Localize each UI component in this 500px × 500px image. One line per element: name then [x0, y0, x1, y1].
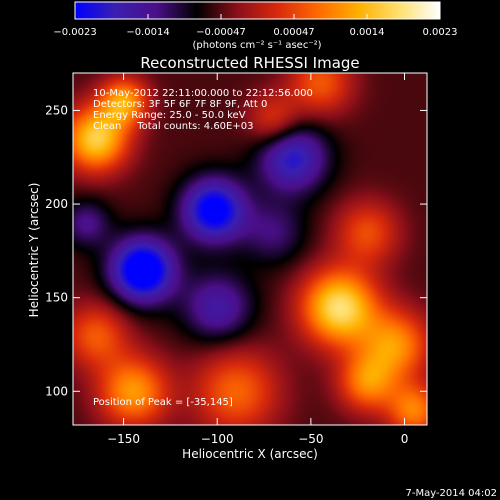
colorbar-ticks: −0.0023 −0.0014 −0.00047 0.00047 0.0014 0.002…	[53, 14, 458, 38]
x-axis-ticks: −150 −100 −50 0	[107, 73, 408, 446]
colorbar-tick-label: −0.0023	[53, 27, 96, 38]
footer-date: 7-May-2014 04:02	[405, 488, 497, 499]
y-tick-label: 250	[45, 103, 68, 117]
x-tick-label: −150	[107, 432, 140, 446]
annotation-time-range: 10-May-2012 22:11:00.000 to 22:12:56.000	[93, 88, 313, 99]
colorbar-units: (photons cm⁻² s⁻¹ asec⁻²)	[192, 40, 321, 51]
colorbar-tick-label: 0.0014	[350, 27, 385, 38]
y-axis-label: Heliocentric Y (arcsec)	[27, 183, 41, 318]
x-axis-label: Heliocentric X (arcsec)	[182, 447, 318, 461]
colorbar-tick-label: 0.00047	[273, 27, 314, 38]
colorbar-tick-label: −0.00047	[196, 27, 246, 38]
colorbar	[74, 1, 441, 20]
heatmap-image	[73, 73, 427, 425]
annotation-detectors: Detectors: 3F 5F 6F 7F 8F 9F, Att 0	[93, 99, 268, 110]
colorbar-tick-label: 0.0023	[423, 27, 458, 38]
x-tick-label: 0	[401, 432, 409, 446]
x-tick-label: −50	[298, 432, 323, 446]
x-tick-label: −100	[201, 432, 234, 446]
annotation-peak-position: Position of Peak = [-35,145]	[93, 397, 233, 408]
y-tick-label: 100	[45, 384, 68, 398]
chart-title: Reconstructed RHESSI Image	[140, 54, 359, 72]
y-axis-ticks: 100 150 200 250	[45, 103, 427, 398]
plot-frame	[72, 72, 428, 426]
annotation-energy-range: Energy Range: 25.0 - 50.0 keV	[93, 110, 246, 121]
annotation-clean-counts: Clean Total counts: 4.60E+03	[93, 121, 254, 132]
y-tick-label: 200	[45, 197, 68, 211]
colorbar-tick-label: −0.0014	[126, 27, 169, 38]
y-tick-label: 150	[45, 291, 68, 305]
